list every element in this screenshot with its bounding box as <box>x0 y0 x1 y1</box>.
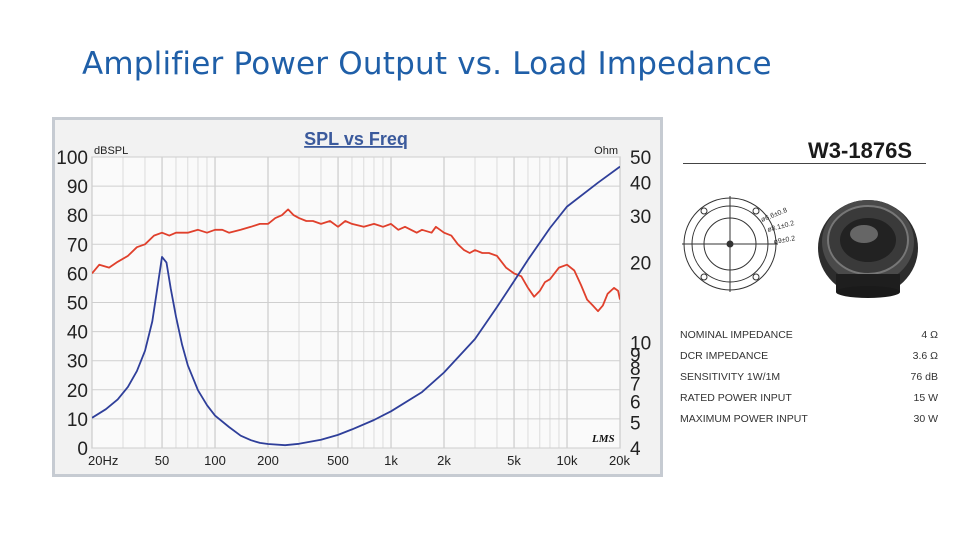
y-tick-label: 30 <box>67 352 88 373</box>
grid-lines <box>91 156 621 449</box>
front-view-drawing <box>682 196 778 292</box>
speaker-photo <box>818 200 918 298</box>
y-tick-label: 0 <box>77 439 88 460</box>
spl-impedance-chart: SPL vs Freq dBSPL Ohm LMS 100 90 80 70 60 50 4… <box>52 117 663 477</box>
x-tick-label: 5k <box>507 453 521 468</box>
chart-watermark: LMS <box>591 433 615 445</box>
spec-row-maximum-power: MAXIMUM POWER INPUT 30 W <box>680 408 944 429</box>
y-tick-label: 90 <box>67 177 88 198</box>
y2-tick-label: 4 <box>630 439 641 460</box>
spec-label: SENSITIVITY 1W/1M <box>680 370 781 383</box>
y-tick-label: 50 <box>67 294 88 315</box>
y2-tick-label: 7 <box>630 375 641 396</box>
x-tick-labels: 20Hz 50 100 200 500 1k 2k 5k 10k 20k <box>88 453 630 468</box>
drawing-dimension-1: ø6.6±0.8 <box>760 207 788 224</box>
y2-tick-label: 6 <box>630 392 641 413</box>
y2-axis-label: Ohm <box>594 145 618 157</box>
slide-title: Amplifier Power Output vs. Load Impedanc… <box>82 46 772 82</box>
spec-value: 15 W <box>913 391 938 404</box>
x-tick-label: 500 <box>327 453 349 468</box>
x-tick-label: 200 <box>257 453 279 468</box>
series-lines <box>92 165 620 447</box>
spec-value: 30 W <box>913 412 938 425</box>
series-line-impedance <box>92 165 620 447</box>
y-tick-label: 40 <box>67 323 88 344</box>
chart-title: SPL vs Freq <box>304 129 408 149</box>
spec-label: NOMINAL IMPEDANCE <box>680 328 793 341</box>
spec-row-dcr-impedance: DCR IMPEDANCE 3.6 Ω <box>680 345 944 366</box>
x-tick-label: 100 <box>204 453 226 468</box>
spec-row-rated-power: RATED POWER INPUT 15 W <box>680 387 944 408</box>
x-tick-label: 2k <box>437 453 451 468</box>
spec-row-nominal-impedance: NOMINAL IMPEDANCE 4 Ω <box>680 324 944 345</box>
y2-tick-label: 20 <box>630 254 651 275</box>
series-line-spl <box>92 208 620 313</box>
y2-tick-label: 9 <box>630 346 641 367</box>
y-tick-label: 10 <box>67 410 88 431</box>
x-tick-label: 50 <box>155 453 169 468</box>
y-axis-label: dBSPL <box>94 145 128 157</box>
y-tick-label: 20 <box>67 381 88 402</box>
spec-value: 4 Ω <box>921 328 938 341</box>
y2-tick-label: 8 <box>630 359 641 380</box>
x-tick-label: 1k <box>384 453 398 468</box>
drawing-dimension-3: ø9±0.2 <box>773 235 796 246</box>
x-tick-label: 20Hz <box>88 453 118 468</box>
y-tick-label: 60 <box>67 264 88 285</box>
speaker-spec-panel: W3-1876S ø6.6±0.8 ø8.1±0.2 ø9±0.2 <box>678 138 946 438</box>
spec-value: 76 dB <box>910 370 938 383</box>
y2-tick-label: 5 <box>630 413 641 434</box>
y2-tick-label: 40 <box>630 174 651 195</box>
spec-value: 3.6 Ω <box>912 349 938 362</box>
model-divider <box>683 163 926 164</box>
speaker-model-name: W3-1876S <box>808 138 912 163</box>
y2-tick-label: 10 <box>630 333 651 354</box>
y2-tick-label: 50 <box>630 148 651 169</box>
x-tick-label: 20k <box>609 453 630 468</box>
spec-label: RATED POWER INPUT <box>680 391 792 404</box>
speaker-spec-table: NOMINAL IMPEDANCE 4 Ω DCR IMPEDANCE 3.6 … <box>680 324 944 429</box>
speaker-drawing: ø6.6±0.8 ø8.1±0.2 ø9±0.2 <box>682 196 918 298</box>
spec-label: MAXIMUM POWER INPUT <box>680 412 808 425</box>
y-tick-label: 100 <box>56 148 88 169</box>
spec-row-sensitivity: SENSITIVITY 1W/1M 76 dB <box>680 366 944 387</box>
x-tick-label: 10k <box>557 453 578 468</box>
spec-label: DCR IMPEDANCE <box>680 349 769 362</box>
y2-tick-label: 30 <box>630 207 651 228</box>
y-tick-label: 80 <box>67 206 88 227</box>
y-tick-label: 70 <box>67 235 88 256</box>
